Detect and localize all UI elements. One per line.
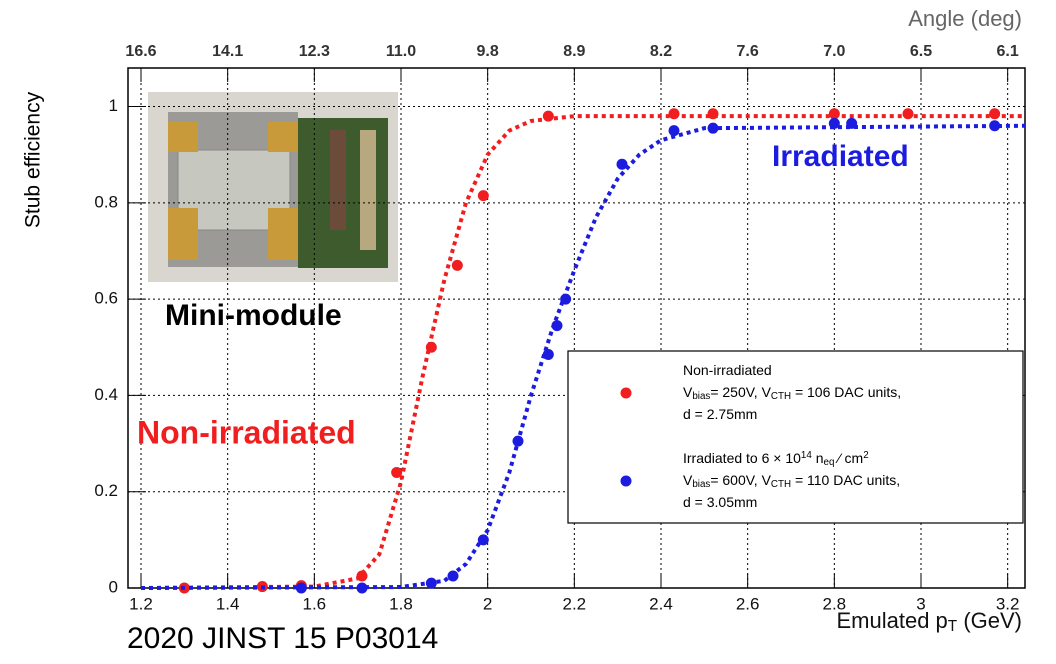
legend-text: Irradiated to 6 × 1014 neq ⁄ cm2: [683, 450, 869, 468]
x-tick-label: 1.6: [303, 594, 327, 613]
data-point: [989, 108, 1001, 120]
x2-tick-label: 7.0: [823, 43, 845, 60]
text-piece: = 250V, V: [710, 384, 771, 400]
y-tick-label: 0.6: [94, 289, 118, 308]
text-piece: V: [683, 472, 693, 488]
y-axis-label: Stub efficiency: [22, 91, 45, 228]
data-point: [668, 125, 680, 137]
text-piece: = 106 DAC units,: [791, 384, 901, 400]
x2-tick-label: 14.1: [212, 43, 243, 60]
data-point: [295, 582, 307, 594]
data-point: [447, 570, 459, 582]
y-tick-label: 0.4: [94, 385, 118, 404]
legend-text: Vbias= 250V, VCTH = 106 DAC units,: [683, 384, 901, 402]
legend-marker: [620, 475, 632, 487]
text-piece: ⁄ cm: [834, 450, 863, 466]
text-piece: Emulated p: [837, 608, 948, 633]
text-piece: CTH: [771, 479, 791, 490]
data-point: [707, 108, 719, 120]
x-tick-label: 1.2: [129, 594, 153, 613]
x2-tick-label: 12.3: [299, 43, 330, 60]
data-point: [828, 108, 840, 120]
x-axis-label: Emulated pT (GeV): [837, 608, 1023, 635]
legend-text: Vbias= 600V, VCTH = 110 DAC units,: [683, 472, 900, 490]
text-piece: 14: [801, 450, 812, 461]
annotation: Mini-module: [165, 299, 342, 332]
annotation: Non-irradiated: [137, 414, 356, 450]
x2-tick-label: 16.6: [125, 43, 156, 60]
data-point: [391, 466, 403, 478]
data-point: [551, 320, 563, 332]
legend-box: [567, 350, 1024, 524]
x2-tick-label: 7.6: [737, 43, 759, 60]
text-piece: 2: [863, 450, 868, 461]
y-tick-label: 1: [109, 96, 118, 115]
legend-text: Non-irradiated: [683, 362, 772, 378]
x-tick-label: 1.8: [389, 594, 413, 613]
legend-text: d = 3.05mm: [683, 494, 757, 510]
x-tick-label: 2.8: [823, 594, 847, 613]
data-point: [425, 577, 437, 589]
x2-tick-label: 9.8: [477, 43, 499, 60]
x-tick-label: 2.6: [736, 594, 760, 613]
plot-frame: [127, 67, 1026, 589]
data-point: [512, 435, 524, 447]
data-point: [902, 108, 914, 120]
x-tick-label: 3.2: [996, 594, 1020, 613]
y-tick-label: 0: [109, 577, 118, 596]
x-tick-label: 1.4: [216, 594, 240, 613]
data-point: [477, 190, 489, 202]
x2-tick-label: 6.5: [910, 43, 932, 60]
text-piece: = 600V, V: [710, 472, 771, 488]
data-point: [560, 293, 572, 305]
data-point: [989, 120, 1001, 132]
text-piece: CTH: [771, 391, 791, 402]
data-point: [451, 259, 463, 271]
text-piece: n: [812, 450, 824, 466]
data-point: [668, 108, 680, 120]
data-point: [542, 348, 554, 360]
x-tick-label: 3: [916, 594, 925, 613]
text-piece: d = 3.05mm: [683, 494, 757, 510]
legend-text: d = 2.75mm: [683, 406, 757, 422]
text-piece: eq: [824, 457, 835, 468]
y-tick-label: 0.8: [94, 192, 118, 211]
annotation: Irradiated: [772, 140, 909, 173]
text-piece: bias: [692, 479, 710, 490]
x2-tick-label: 11.0: [386, 43, 416, 60]
data-point: [616, 158, 628, 170]
module-photo: [148, 92, 398, 282]
x-tick-label: 2.2: [563, 594, 587, 613]
x2-tick-label: 8.2: [650, 43, 672, 60]
data-point: [542, 110, 554, 122]
data-point: [707, 122, 719, 134]
text-piece: (GeV): [957, 608, 1022, 633]
legend-marker: [620, 387, 632, 399]
text-piece: = 110 DAC units,: [791, 472, 900, 488]
data-point: [828, 117, 840, 129]
x2-axis-label: Angle (deg): [908, 6, 1022, 31]
data-point: [425, 341, 437, 353]
x2-tick-label: 6.1: [997, 43, 1019, 60]
text-piece: bias: [692, 391, 710, 402]
data-point: [846, 117, 858, 129]
text-piece: Irradiated to 6 × 10: [683, 450, 801, 466]
text-piece: V: [683, 384, 693, 400]
text-piece: T: [948, 618, 958, 635]
data-point: [356, 570, 368, 582]
text-piece: Non-irradiated: [683, 362, 772, 378]
x-tick-label: 2: [483, 594, 492, 613]
y-tick-label: 0.2: [94, 481, 118, 500]
x-tick-label: 2.4: [649, 594, 673, 613]
text-piece: d = 2.75mm: [683, 406, 757, 422]
x2-tick-label: 8.9: [563, 43, 585, 60]
data-point: [356, 582, 368, 594]
source: 2020 JINST 15 P03014: [127, 622, 438, 655]
data-point: [477, 534, 489, 546]
